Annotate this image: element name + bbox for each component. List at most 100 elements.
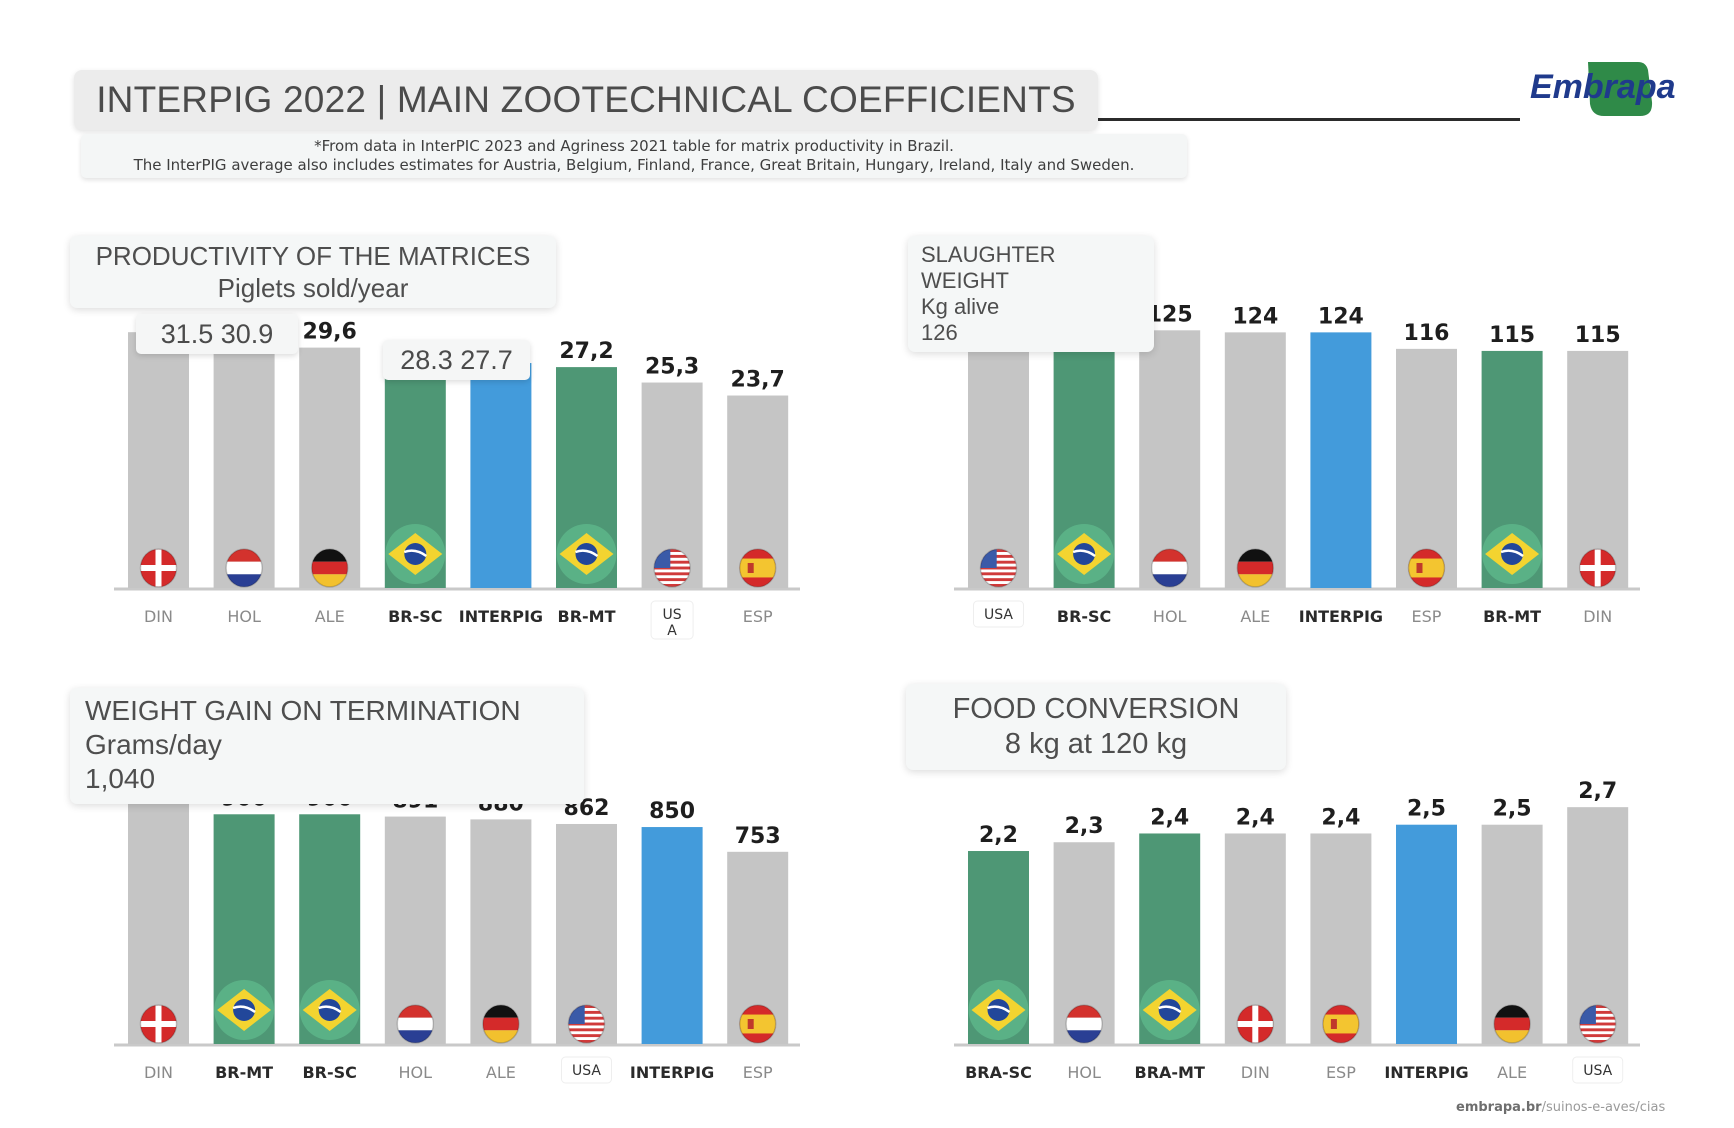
value-label: 125	[1147, 302, 1193, 327]
category-label: BR-MT	[558, 607, 616, 626]
page-title-box: INTERPIG 2022 | MAIN ZOOTECHNICAL COEFFI…	[74, 70, 1098, 130]
bar-group: DIN	[128, 778, 189, 1082]
overlay-label-1: 31.5 30.9	[136, 314, 298, 354]
category-label: ESP	[743, 607, 773, 626]
usa-flag-icon	[654, 549, 691, 587]
value-label: 124	[1318, 304, 1364, 329]
value-label: 2,5	[1407, 797, 1446, 822]
chart-productivity: DIN HOL 29,6 ALE BR-SC INTERPIG 27,2 BR-MT 25,3 U…	[110, 320, 810, 640]
value-label: 753	[735, 824, 781, 849]
logo-leaf	[1588, 62, 1653, 116]
category-label: A	[667, 623, 677, 639]
netherlands-flag-icon	[1151, 549, 1188, 587]
category-label: BRA-SC	[965, 1063, 1032, 1082]
category-label: INTERPIG	[459, 607, 543, 626]
bar-group: 124 ALE	[1224, 304, 1286, 626]
value-label: 2,7	[1578, 779, 1617, 804]
category-label: HOL	[399, 1063, 433, 1082]
denmark-flag-icon	[1237, 1005, 1274, 1043]
category-label: HOL	[1153, 607, 1187, 626]
value-label: 2,4	[1321, 805, 1360, 830]
chart-title-line: SLAUGHTER	[921, 242, 1056, 267]
germany-flag-icon	[1237, 549, 1274, 587]
bar-group: INTERPIG	[459, 363, 543, 626]
logo-text: Embrapa	[1530, 68, 1676, 106]
denmark-flag-icon	[1579, 549, 1616, 587]
category-label: BR-SC	[302, 1063, 356, 1082]
category-label: INTERPIG	[1299, 607, 1383, 626]
bar-group: 125 HOL	[1139, 302, 1201, 626]
bar-group: 23,7 ESP	[727, 368, 789, 626]
bar	[641, 827, 703, 1044]
category-label: ALE	[1240, 607, 1270, 626]
chart-top-value: 126	[921, 320, 958, 345]
category-label: DIN	[1583, 607, 1612, 626]
category-label: BR-MT	[1483, 607, 1541, 626]
spain-flag-icon	[739, 1005, 776, 1043]
brazil-flag-icon	[1054, 524, 1115, 584]
usa-flag-icon	[1579, 1005, 1616, 1043]
bar-group: 753 ESP	[727, 824, 789, 1082]
chart-subtitle: 8 kg at 120 kg	[1004, 728, 1188, 760]
value-label: 116	[1404, 321, 1450, 346]
category-label: ALE	[315, 607, 345, 626]
bar-group: 29,6 ALE	[299, 320, 361, 626]
category-label: DIN	[144, 607, 173, 626]
bar-group: 2,5 INTERPIG	[1384, 797, 1468, 1082]
footnote-box: *From data in InterPIC 2023 and Agriness…	[81, 134, 1187, 178]
category-label: BR-SC	[1057, 607, 1111, 626]
chart-slaughter-weight-svg: USA BR-SC 125 HOL 124 ALE 124 INTERPIG 116 ESP 115…	[954, 302, 1640, 628]
chart-slaughter-weight: USA BR-SC 125 HOL 124 ALE 124 INTERPIG 116 ESP 115…	[950, 302, 1650, 640]
bar	[470, 363, 532, 588]
spain-flag-icon	[1408, 549, 1445, 587]
chart-slaughter-weight-title: SLAUGHTER WEIGHT Kg alive 126	[908, 236, 1154, 352]
chart-weight-gain-svg: DIN900BR-MT900BR-SC891HOL880ALE862USA850…	[114, 778, 800, 1084]
chart-title-line: WEIGHT	[921, 268, 1009, 293]
value-label: 2,4	[1236, 805, 1275, 830]
bar-group: BR-SC	[1053, 328, 1115, 626]
chart-title: WEIGHT GAIN ON TERMINATION	[85, 695, 521, 726]
bar	[968, 328, 1029, 588]
value-label: 115	[1489, 323, 1535, 348]
chart-productivity-title: PRODUCTIVITY OF THE MATRICES Piglets sol…	[70, 236, 556, 308]
spain-flag-icon	[1322, 1005, 1359, 1043]
usa-tag	[650, 600, 694, 640]
brazil-flag-icon	[1482, 524, 1543, 584]
category-label: ESP	[1412, 607, 1442, 626]
value-label: 27,2	[559, 339, 613, 364]
bar	[1396, 348, 1457, 588]
bar-group: 124 INTERPIG	[1299, 304, 1383, 626]
brazil-flag-icon	[385, 524, 446, 584]
brazil-flag-icon	[1139, 980, 1200, 1040]
brazil-flag-icon	[299, 980, 360, 1040]
brazil-flag-icon	[556, 524, 617, 584]
category-label: DIN	[1241, 1063, 1270, 1082]
bar	[1396, 824, 1457, 1044]
bar-group: 891HOL	[384, 789, 446, 1082]
category-label: USA	[572, 1063, 601, 1079]
bar-group: 25,3 USA	[641, 355, 703, 640]
chart-subtitle: Piglets sold/year	[217, 273, 409, 303]
footnote-line-1: *From data in InterPIC 2023 and Agriness…	[314, 137, 954, 155]
value-label: 2,5	[1493, 797, 1532, 822]
bar	[1567, 350, 1629, 588]
bar	[1224, 332, 1286, 588]
category-label: USA	[1583, 1063, 1612, 1079]
bar-group: HOL	[213, 337, 275, 626]
category-label: ALE	[1497, 1063, 1527, 1082]
chart-top-value: 1,040	[85, 763, 156, 794]
footnote-line-2: The InterPIG average also includes estim…	[133, 156, 1135, 174]
bar	[1567, 807, 1629, 1044]
bar-group: 2,4 DIN	[1224, 805, 1286, 1082]
bar	[299, 347, 361, 588]
value-label: 2,3	[1065, 814, 1104, 839]
value-label: 2,2	[979, 823, 1018, 848]
bar-group: 2,4 BRA-MT	[1135, 805, 1205, 1082]
overlay-label-2: 28.3 27.7	[383, 340, 530, 380]
category-label: ALE	[486, 1063, 516, 1082]
bar-group: 2,5 ALE	[1481, 797, 1543, 1082]
footer-url-domain: embrapa.br	[1456, 1100, 1542, 1115]
chart-food-conversion-svg: 2,2 BRA-SC 2,3 HOL 2,4 BRA-MT 2,4 DIN 2,4 ESP 2,5 I…	[954, 779, 1640, 1084]
chart-title: PRODUCTIVITY OF THE MATRICES	[95, 241, 531, 271]
footer-url-path: /suinos-e-aves/cias	[1541, 1100, 1666, 1115]
